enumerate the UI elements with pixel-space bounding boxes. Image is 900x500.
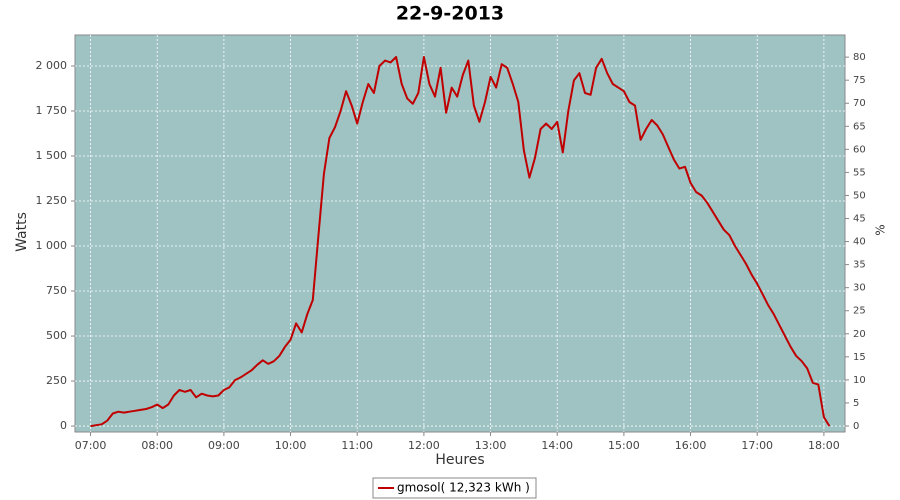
x-tick-label: 16:00 <box>675 439 707 452</box>
y-tick-label: 750 <box>46 284 67 297</box>
y2-tick-label: 20 <box>853 329 866 340</box>
y-tick-label: 1 000 <box>36 239 68 252</box>
x-tick-label: 08:00 <box>141 439 173 452</box>
y2-tick-label: 45 <box>853 214 866 225</box>
y2-tick-label: 55 <box>853 167 866 178</box>
y2-tick-label: 35 <box>853 260 866 271</box>
y2-tick-label: 15 <box>853 352 866 363</box>
y2-tick-label: 60 <box>853 144 866 155</box>
plot-area <box>74 34 846 433</box>
legend: gmosol( 12,323 kWh ) <box>372 477 537 499</box>
y-axis-label: Watts <box>14 212 30 252</box>
x-tick-label: 09:00 <box>208 439 240 452</box>
y2-tick-label: 25 <box>853 306 866 317</box>
y2-tick-label: 30 <box>853 283 866 294</box>
y2-tick-label: 50 <box>853 190 866 201</box>
x-tick-label: 18:00 <box>808 439 840 452</box>
y-tick-label: 0 <box>60 419 67 432</box>
y-tick-label: 1 250 <box>36 194 68 207</box>
y-tick-label: 1 750 <box>36 104 68 117</box>
y2-tick-label: 80 <box>853 52 866 63</box>
x-tick-label: 07:00 <box>75 439 107 452</box>
x-tick-label: 15:00 <box>608 439 640 452</box>
x-tick-label: 17:00 <box>741 439 773 452</box>
y2-tick-label: 0 <box>853 421 859 432</box>
y2-tick-label: 70 <box>853 98 866 109</box>
y-tick-label: 500 <box>46 329 67 342</box>
y2-tick-label: 10 <box>853 375 866 386</box>
y2-axis-label: % <box>874 224 888 235</box>
y2-tick-label: 40 <box>853 237 866 248</box>
series-line <box>90 56 831 428</box>
legend-label: gmosol( 12,323 kWh ) <box>397 481 530 495</box>
y-tick-label: 1 500 <box>36 149 68 162</box>
x-axis-label: Heures <box>435 452 484 468</box>
x-tick-label: 12:00 <box>408 439 440 452</box>
x-tick-label: 11:00 <box>341 439 373 452</box>
x-tick-label: 14:00 <box>541 439 573 452</box>
legend-box <box>372 477 537 499</box>
y-tick-label: 250 <box>46 374 67 387</box>
x-tick-label: 13:00 <box>475 439 507 452</box>
y-tick-label: 2 000 <box>36 59 68 72</box>
y2-tick-label: 5 <box>853 398 859 409</box>
chart-title: 22-9-2013 <box>396 3 504 25</box>
y2-tick-label: 65 <box>853 121 866 132</box>
x-tick-label: 10:00 <box>275 439 307 452</box>
y2-tick-label: 75 <box>853 75 866 86</box>
